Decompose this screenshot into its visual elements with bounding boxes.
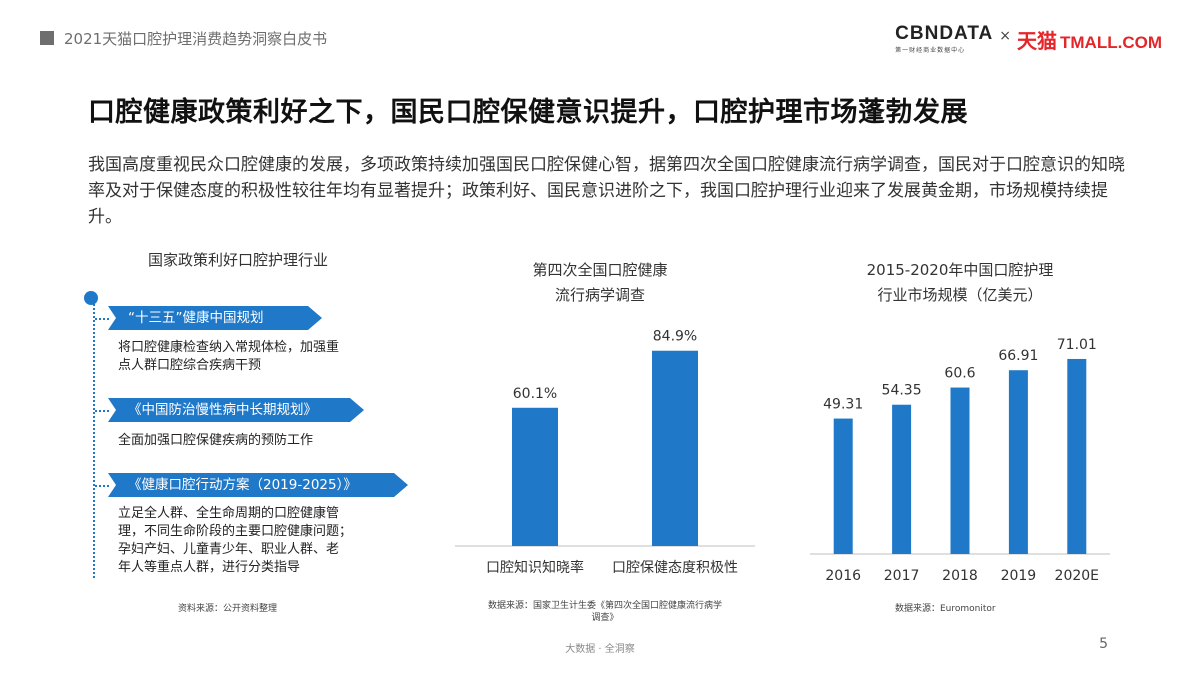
report-name: 2021天猫口腔护理消费趋势洞察白皮书 [64,29,328,48]
logo-separator: × [999,28,1012,44]
bar [833,418,853,554]
policy-description: 立足全人群、全生命周期的口腔健康管 理，不同生命阶段的主要口腔健康问题； 孕妇产… [118,505,352,577]
policy-description-line: 年人等重点人群，进行分类指导 [118,560,301,575]
timeline-link [95,410,109,412]
policy-description-line: 孕妇产妇、儿童青少年、职业人群、老 [118,542,340,557]
market-chart-title: 2015-2020年中国口腔护理 行业市场规模（亿美元） [830,258,1090,308]
policy-source: 资料来源：公开资料整理 [178,604,278,614]
timeline-link [95,318,109,320]
market-chart-source: 数据来源：Euromonitor [895,604,996,614]
category-label: 2018 [942,568,978,584]
policy-description-line: 点人群口腔综合疾病干预 [118,358,262,373]
policy-description: 全面加强口腔保健疾病的预防工作 [118,432,313,450]
category-label: 2019 [1001,568,1037,584]
header-square-icon [40,31,54,45]
timeline-line [93,300,95,578]
report-header: 2021天猫口腔护理消费趋势洞察白皮书 [40,24,327,52]
market-chart-title-line: 2015-2020年中国口腔护理 [866,261,1054,279]
policy-description-line: 理，不同生命阶段的主要口腔健康问题； [118,524,353,539]
category-label: 2016 [825,568,861,584]
tmall-logo-en: TMALL.COM [1060,33,1162,52]
policy-description-line: 全面加强口腔保健疾病的预防工作 [118,433,314,448]
cbndata-logo: CBNDATA 第一财经商业数据中心 [895,23,994,55]
data-label: 84.9% [653,329,697,345]
data-label: 60.6 [944,366,975,382]
bar [652,350,698,546]
cbndata-logo-subtitle: 第一财经商业数据中心 [895,47,966,54]
category-label: 2017 [884,568,920,584]
policy-description: 将口腔健康检查纳入常规体检，加强重 点人群口腔综合疾病干预 [118,339,339,375]
bar [892,404,912,554]
market-chart-title-line: 行业市场规模（亿美元） [877,286,1043,304]
survey-bar-chart: 60.1% 口腔知识知晓率 84.9% 口腔保健态度积极性 [455,329,755,576]
category-label: 口腔保健态度积极性 [612,560,738,576]
policy-banner: 《健康口腔行动方案（2019-2025）》 [108,473,408,497]
market-bar-chart: 49.31 2016 54.35 2017 60.6 2018 66.91 2019 71.01… [810,337,1110,584]
policy-banner: “十三五”健康中国规划 [108,306,322,330]
bar [512,407,558,546]
tmall-logo-cn: 天猫 [1017,29,1058,53]
data-label: 66.91 [998,348,1038,364]
data-label: 49.31 [823,397,863,413]
policy-description-line: 将口腔健康检查纳入常规体检，加强重 [118,340,340,355]
data-label: 71.01 [1057,337,1097,353]
policy-section-title: 国家政策利好口腔护理行业 [147,251,328,269]
policy-banner: 《中国防治慢性病中长期规划》 [108,398,364,422]
timeline-link [95,485,109,487]
survey-source-line: 数据来源：国家卫生计生委《第四次全国口腔健康流行病学 [487,601,722,611]
tmall-logo: 天猫 TMALL.COM [1017,25,1162,54]
footer-tagline: 大数据 · 全洞察 [565,644,635,655]
category-label: 2020E [1055,568,1099,584]
survey-chart-title-line: 流行病学调查 [554,286,645,304]
data-label: 54.35 [882,383,922,399]
survey-chart-title-line: 第四次全国口腔健康 [532,261,668,279]
brand-logos: CBNDATA 第一财经商业数据中心 × 天猫 TMALL.COM [895,23,1162,55]
survey-chart-source: 数据来源：国家卫生计生委《第四次全国口腔健康流行病学 调查》 [440,600,770,624]
bar [1067,358,1087,554]
page-number: 5 [1099,636,1108,652]
bar [1008,370,1028,554]
cbndata-logo-text: CBNDATA [895,23,994,44]
bar [950,387,970,554]
category-label: 口腔知识知晓率 [486,559,584,576]
survey-chart-title: 第四次全国口腔健康 流行病学调查 [470,258,730,308]
timeline-dot [84,291,98,305]
data-label: 60.1% [513,386,557,402]
page-title: 口腔健康政策利好之下，国民口腔保健意识提升，口腔护理市场蓬勃发展 [88,97,968,128]
intro-paragraph: 我国高度重视民众口腔健康的发展，多项政策持续加强国民口腔保健心智，据第四次全国口… [88,155,1125,227]
survey-source-line: 调查》 [591,613,619,623]
policy-description-line: 立足全人群、全生命周期的口腔健康管 [118,506,340,521]
